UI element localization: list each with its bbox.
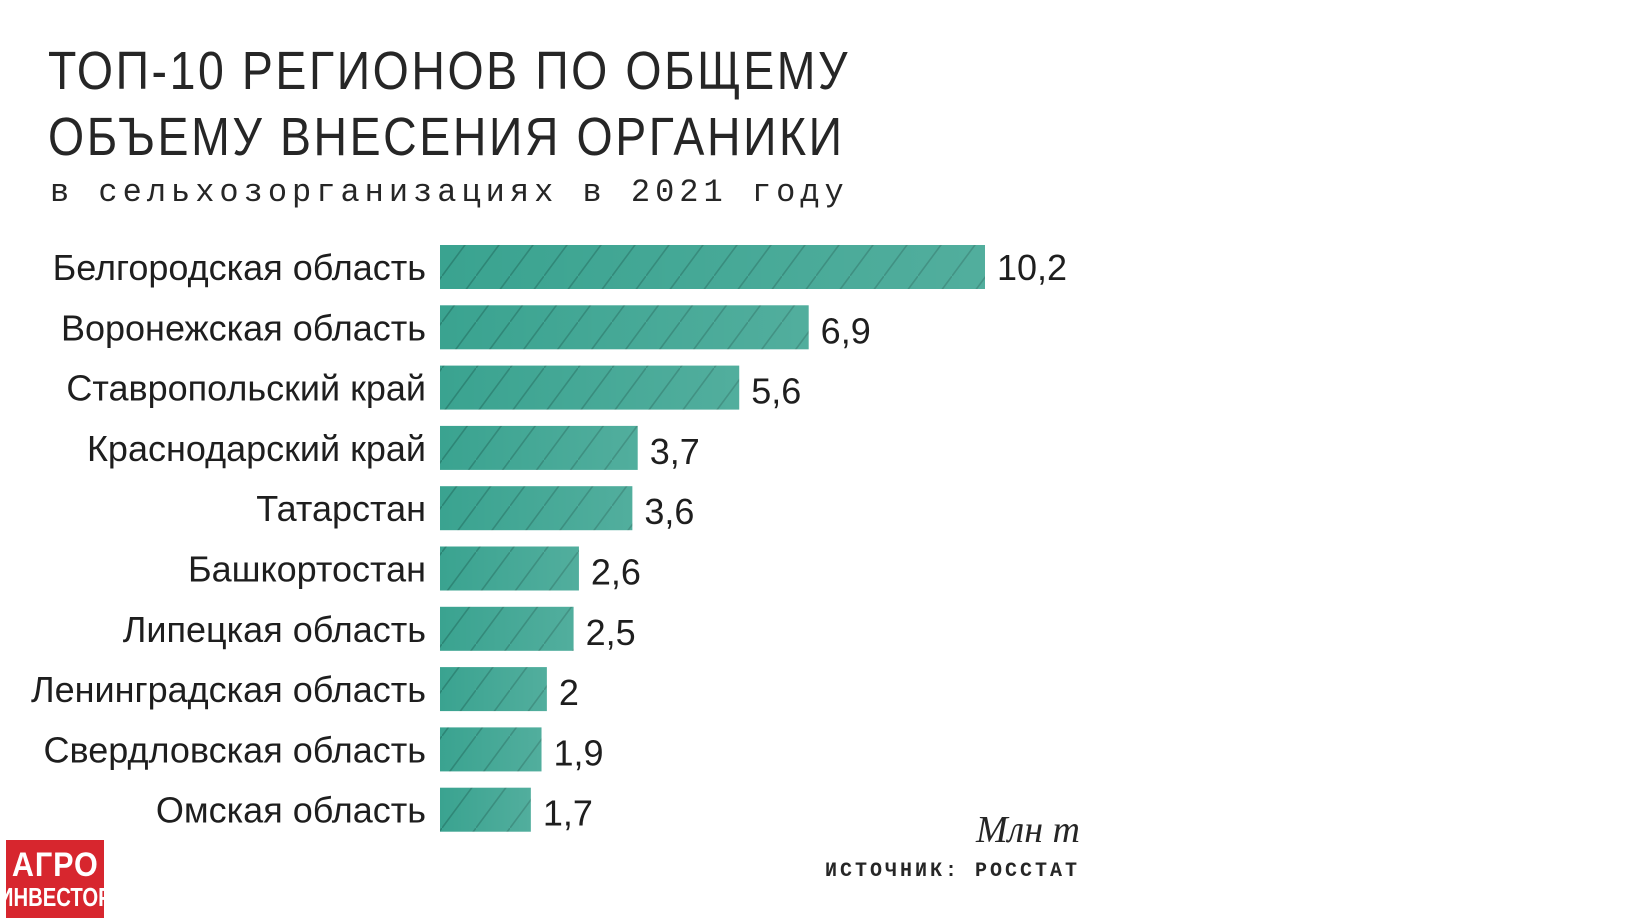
value-label: 2,6 (591, 552, 641, 593)
value-label: 3,6 (644, 491, 694, 532)
bar-sheen (440, 546, 579, 591)
value-label: 2 (559, 672, 579, 713)
chart-title: ТОП-10 РЕГИОНОВ ПО ОБЩЕМУ ОБЪЕМУ ВНЕСЕНИ… (48, 38, 850, 170)
chart-subtitle: в сельхозорганизациях в 2021 году (50, 174, 849, 211)
category-label: Воронежская область (61, 307, 426, 348)
logo-line-1: АГРО (11, 846, 99, 884)
value-label: 10,2 (997, 247, 1067, 288)
value-label: 1,7 (543, 793, 593, 834)
value-label: 3,7 (650, 431, 700, 472)
bar-sheen (440, 305, 809, 350)
value-label: 6,9 (821, 310, 871, 351)
bars-group: Белгородская область 10,2 Воронежская обла… (31, 245, 1067, 834)
bar-sheen (440, 425, 638, 470)
bar-sheen (440, 787, 531, 832)
category-label: Башкортостан (188, 549, 426, 590)
bar-sheen (440, 667, 547, 712)
bar-sheen (440, 245, 985, 289)
category-label: Омская область (156, 790, 426, 831)
value-label: 5,6 (751, 371, 801, 412)
bar-sheen (440, 365, 740, 410)
title-line-1: ТОП-10 РЕГИОНОВ ПО ОБЩЕМУ (48, 41, 851, 101)
source-label: ИСТОЧНИК: РОССТАТ (824, 860, 1080, 883)
value-label: 1,9 (554, 732, 604, 773)
category-label: Липецкая область (123, 609, 426, 650)
category-label: Белгородская область (53, 247, 426, 288)
category-label: Ленинградская область (31, 669, 426, 710)
agroinvestor-logo: АГРО ИНВЕСТОР (0, 840, 111, 918)
category-label: Татарстан (256, 488, 426, 529)
title-line-2: ОБЪЕМУ ВНЕСЕНИЯ ОРГАНИКИ (48, 107, 845, 167)
category-label: Краснодарский край (87, 428, 426, 469)
logo-line-2: ИНВЕСТОР (0, 882, 112, 912)
category-label: Свердловская область (44, 729, 426, 770)
bar-sheen (440, 727, 542, 772)
unit-label: Млн т (975, 809, 1080, 851)
bar-sheen (440, 486, 633, 531)
value-label: 2,5 (586, 612, 636, 653)
bar-sheen (440, 606, 574, 651)
category-label: Ставропольский край (66, 368, 426, 409)
